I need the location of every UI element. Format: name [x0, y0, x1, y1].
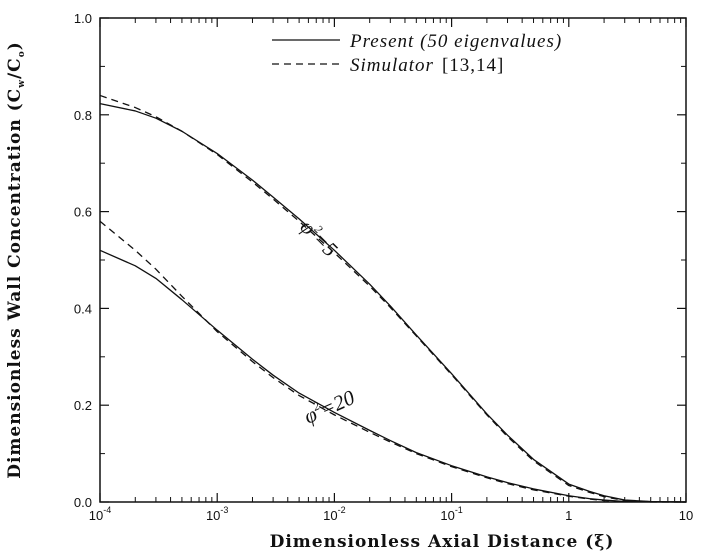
- y-axis-title: Dimensionless Wall Concentration (Cw/Co): [5, 41, 27, 479]
- legend: Present (50 eigenvalues) Simulator [13,14…: [272, 31, 562, 76]
- x-tick-label: 10-3: [206, 505, 228, 523]
- annotation-phi20: φ2=20: [300, 384, 359, 429]
- svg-text:φ2=20: φ2=20: [300, 384, 359, 429]
- series-line-2: [99, 249, 687, 503]
- svg-text:φ2=5: φ2=5: [295, 214, 343, 262]
- series-layer: [99, 94, 687, 503]
- series-line-3: [99, 220, 687, 503]
- legend-label-present: Present (50 eigenvalues): [349, 31, 562, 52]
- x-tick-label: 1: [565, 508, 572, 523]
- plot-frame: [99, 17, 687, 503]
- legend-label-simulator: Simulator [13,14]: [350, 55, 504, 76]
- axis-ticks: [99, 17, 687, 503]
- y-tick-label: 0.4: [74, 301, 92, 316]
- y-tick-label: 0.6: [74, 205, 92, 220]
- x-tick-label: 10-2: [323, 505, 345, 523]
- y-tick-label: 0.2: [74, 398, 92, 413]
- tick-labels: 10-4 10-3 10-2 10-1 1 10 0.0 0.2 0.4 0.6 0.8 1.0: [74, 11, 693, 523]
- x-tick-label: 10: [679, 508, 693, 523]
- annotation-phi5: φ2=5: [295, 214, 343, 262]
- y-tick-label: 1.0: [74, 11, 92, 26]
- y-tick-label: 0.0: [74, 495, 92, 510]
- x-tick-label: 10-4: [89, 505, 111, 523]
- x-axis-title: Dimensionless Axial Distance (ξ): [270, 532, 615, 552]
- y-tick-label: 0.8: [74, 108, 92, 123]
- series-line-1: [99, 94, 687, 503]
- x-tick-label: 10-1: [440, 505, 462, 523]
